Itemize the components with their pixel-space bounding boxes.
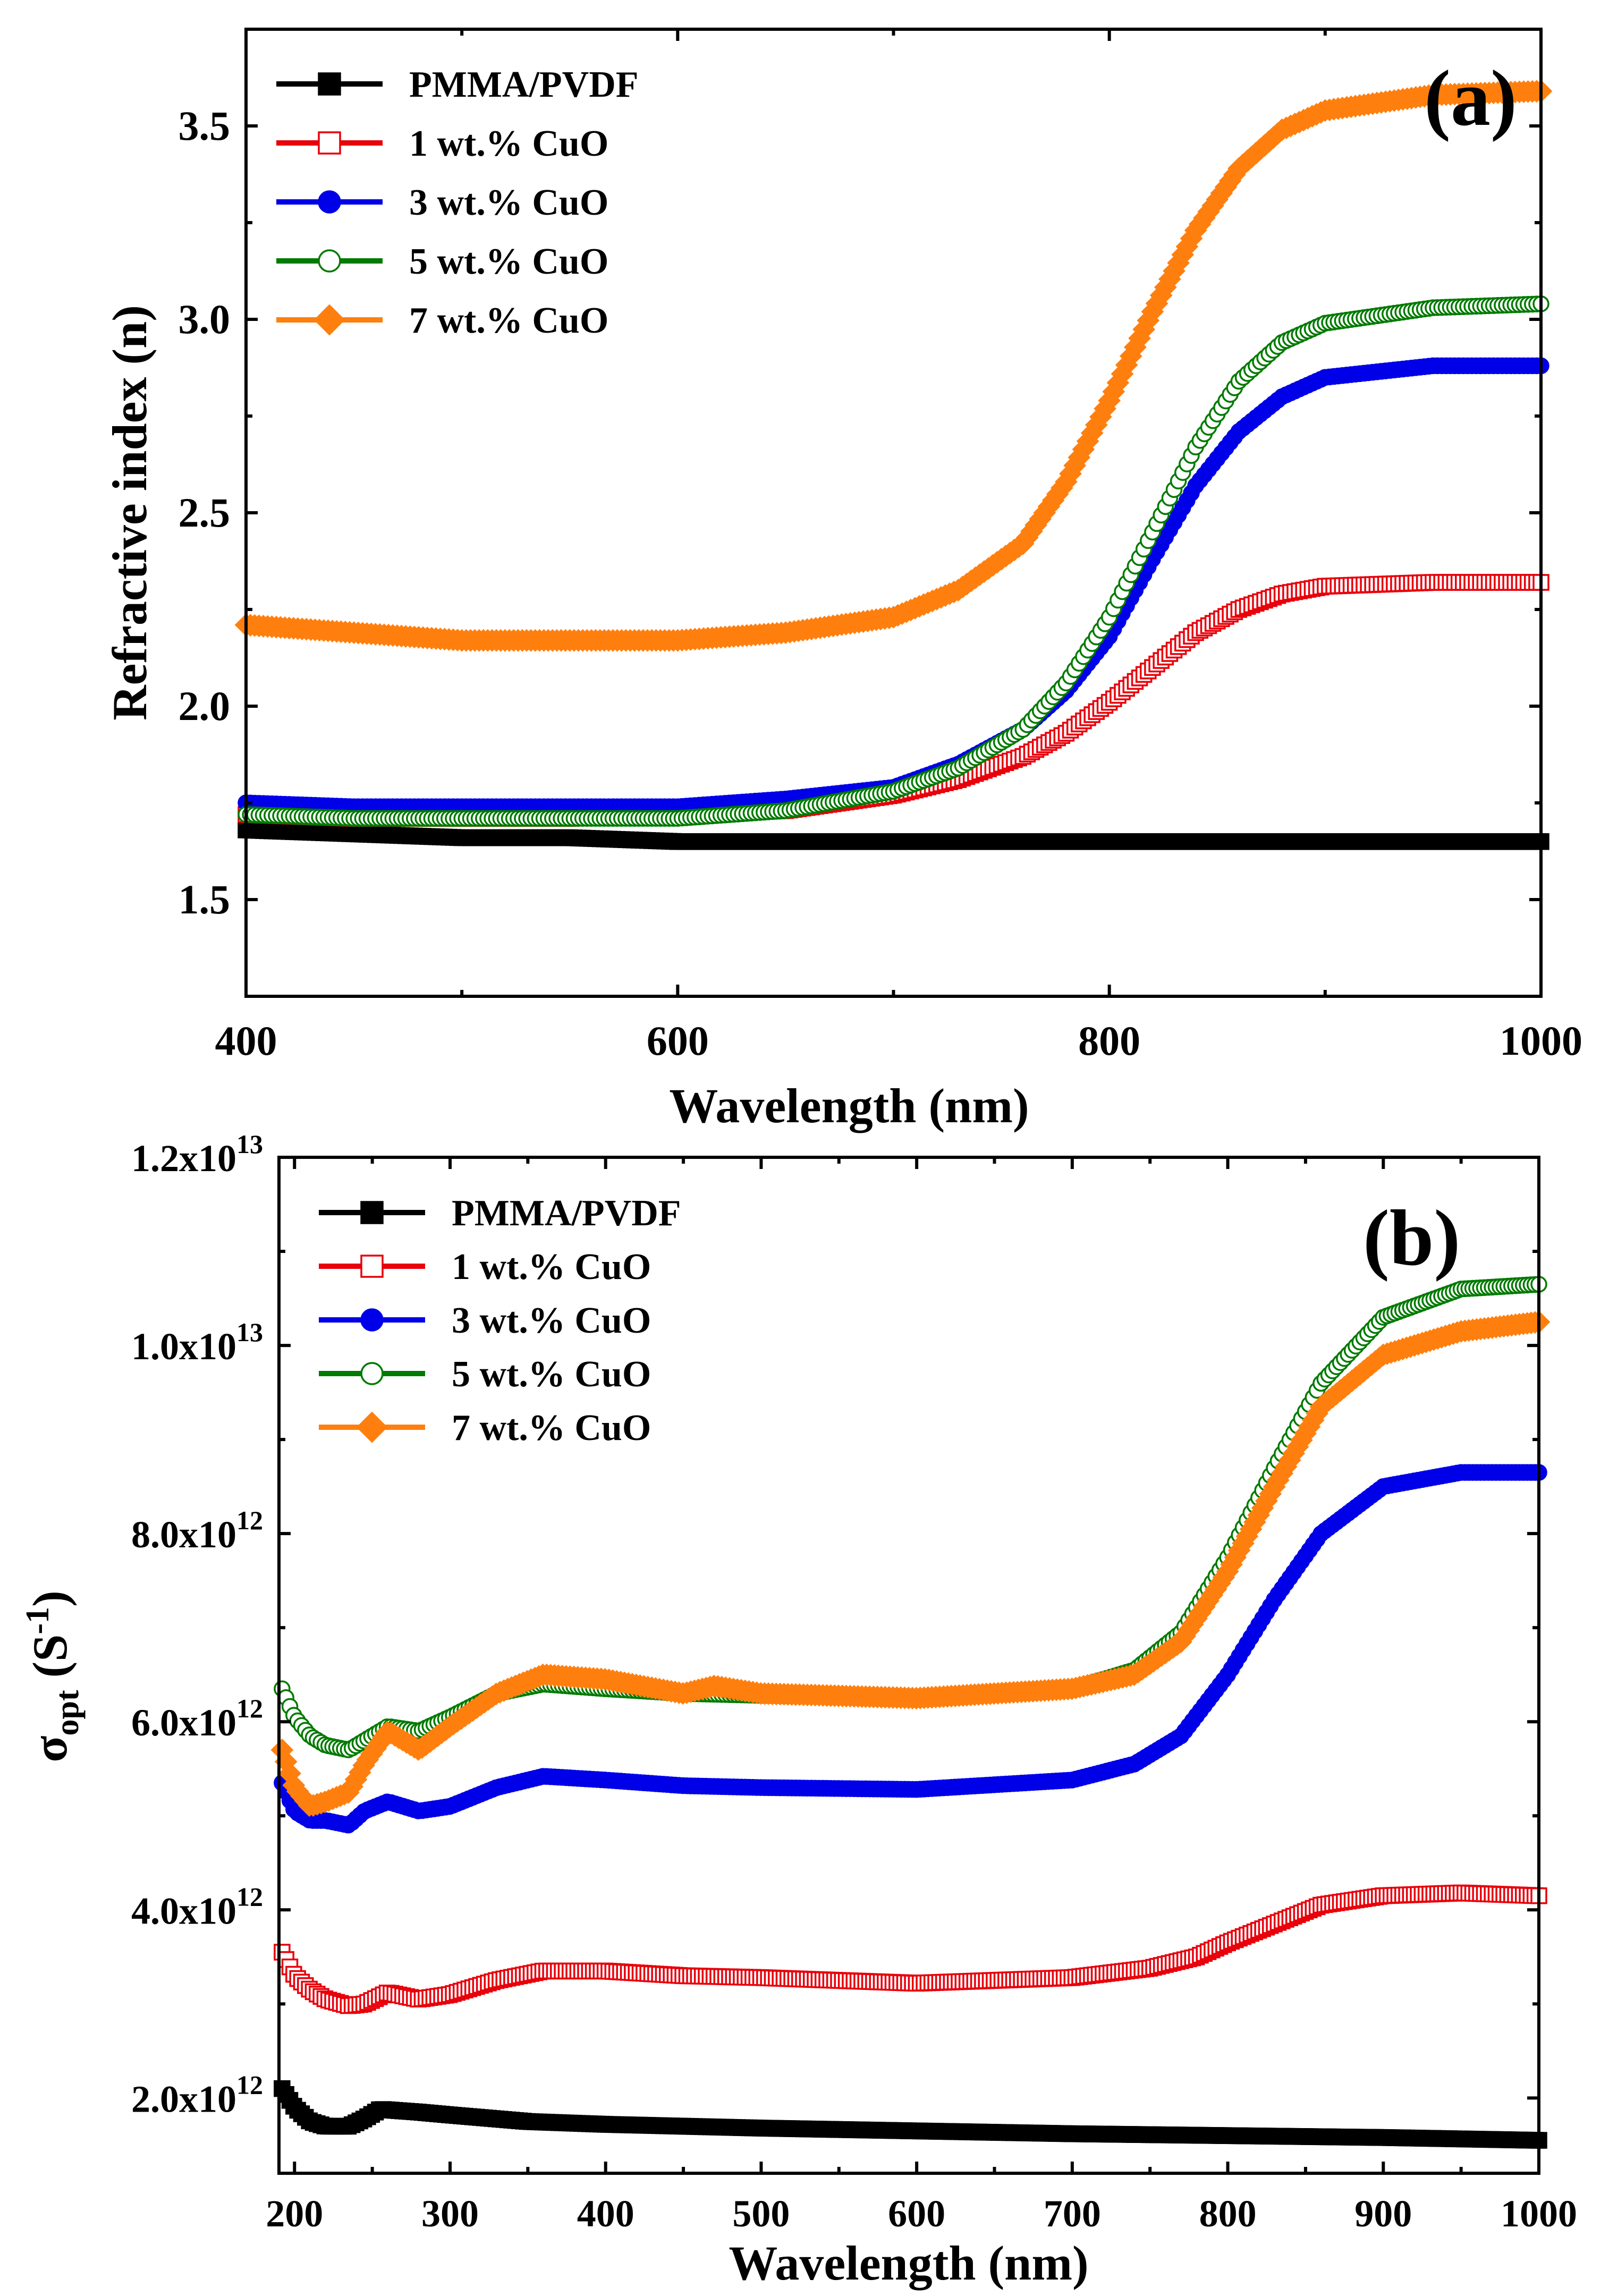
panel-b-ticks: 200 300 400 500 600 700 800 900 10002.0x10124.0x… (131, 1129, 1577, 2235)
panel-b-legend-marker (360, 1308, 384, 1332)
panel-b-series-0 (274, 2080, 1547, 2149)
panel-b-x-tick-label: 300 (421, 2192, 479, 2235)
panel-b-x-tick-label: 600 (888, 2192, 945, 2235)
panel-a-refractive-index-chart: 400 600 800 1000 1.5 2.0 2.5 3.0 3.5 Wavelength … (103, 28, 1582, 1133)
panel-a-y-axis-title: Refractive index (n) (103, 305, 157, 721)
panel-a-legend-label: 1 wt.% CuO (409, 123, 608, 164)
panel-b-y-tick-mantissa: 6.0x10 (131, 1701, 236, 1744)
panel-a-series-3 (238, 295, 1549, 827)
panel-a-legend-item: 3 wt.% CuO (276, 182, 608, 223)
panel-b-y-tick-mantissa: 4.0x10 (131, 1890, 236, 1932)
panel-b-x-axis-title: Wavelength (nm) (729, 2236, 1088, 2290)
panel-a-ticks: 400 600 800 1000 1.5 2.0 2.5 3.0 3.5 (179, 29, 1582, 1064)
panel-a-legend-label: PMMA/PVDF (409, 64, 639, 105)
panel-b-y-tick-exponent: 12 (236, 1882, 263, 1911)
panel-a-legend-item: 7 wt.% CuO (276, 300, 608, 341)
panel-b-series-4 (270, 1310, 1551, 1817)
panel-a-x-tick-label: 400 (215, 1018, 277, 1064)
panel-a-legend-item: 5 wt.% CuO (276, 241, 608, 282)
panel-b-x-tick-label: 900 (1354, 2192, 1412, 2235)
panel-a-series-4 (234, 80, 1553, 652)
panel-b-y-tick-label: 1.2x1013 (131, 1129, 263, 1180)
panel-b-x-tick-label: 200 (266, 2192, 323, 2235)
panel-a-legend-label: 5 wt.% CuO (409, 241, 608, 282)
panel-b-legend-label: 3 wt.% CuO (452, 1300, 651, 1341)
panel-b-y-tick-mantissa: 2.0x10 (131, 2078, 236, 2120)
panel-b-y-tick-label: 1.0x1013 (131, 1317, 263, 1368)
panel-b-series-layer (270, 1276, 1551, 2149)
panel-b-y-tick-exponent: 13 (236, 1129, 263, 1159)
panel-a-plot-frame (244, 28, 1543, 998)
panel-b-legend-item: 7 wt.% CuO (319, 1408, 651, 1448)
panel-b-label: (b) (1363, 1194, 1460, 1282)
panel-b-y-title-sigma: σ (23, 1736, 77, 1763)
panel-b-legend-item: 5 wt.% CuO (319, 1354, 651, 1395)
panel-b-legend-item: 1 wt.% CuO (319, 1247, 651, 1287)
panel-b-optical-conductivity-chart: 200 300 400 500 600 700 800 900 10002.0x10124.0x… (20, 1129, 1577, 2290)
panel-b-y-title-superscript: -1 (20, 1607, 56, 1634)
panel-b-x-tick-label: 500 (732, 2192, 790, 2235)
panel-b-y-tick-exponent: 13 (236, 1317, 263, 1347)
panel-a-y-tick-label: 2.5 (179, 489, 231, 536)
panel-b-x-tick-label: 800 (1199, 2192, 1257, 2235)
panel-a-legend-item: 1 wt.% CuO (276, 123, 608, 164)
panel-b-legend-label: 5 wt.% CuO (452, 1354, 651, 1395)
panel-b-y-tick-exponent: 12 (236, 1505, 263, 1535)
panel-b-y-title-unit: (S (23, 1634, 77, 1690)
panel-b-x-tick-label: 700 (1044, 2192, 1101, 2235)
panel-b-legend: PMMA/PVDF 1 wt.% CuO 3 wt.% CuO 5 wt.% CuO 7… (319, 1193, 681, 1448)
panel-b-y-tick-label: 4.0x1012 (131, 1882, 263, 1932)
panel-a-legend-marker (318, 72, 341, 96)
panel-b-legend-item: PMMA/PVDF (319, 1193, 681, 1234)
panel-b-y-tick-exponent: 12 (236, 2070, 263, 2099)
panel-b-y-tick-mantissa: 8.0x10 (131, 1513, 236, 1556)
panel-a-legend-marker (318, 131, 341, 155)
panel-b-legend-item: 3 wt.% CuO (319, 1300, 651, 1341)
panel-b-series-1 (274, 1884, 1547, 2014)
panel-a-legend: PMMA/PVDF 1 wt.% CuO 3 wt.% CuO 5 wt.% CuO 7… (276, 64, 639, 341)
panel-b-legend-label: 1 wt.% CuO (452, 1247, 651, 1287)
panel-b-legend-label: 7 wt.% CuO (452, 1408, 651, 1448)
panel-b-plot-frame (277, 1156, 1540, 2175)
panel-b-y-tick-label: 2.0x1012 (131, 2070, 263, 2120)
panel-a-legend-marker (318, 249, 341, 273)
panel-b-y-title-subscript: opt (49, 1690, 86, 1735)
panel-a-legend-label: 7 wt.% CuO (409, 300, 608, 341)
panel-b-y-tick-mantissa: 1.0x10 (131, 1325, 236, 1368)
panel-b-y-axis-title: σopt (S-1) (20, 1590, 86, 1762)
panel-a-legend-marker (318, 190, 341, 214)
panel-b-x-tick-label: 1000 (1501, 2192, 1577, 2235)
panel-a-x-axis-title: Wavelength (nm) (669, 1079, 1029, 1133)
panel-b-series-2 (274, 1464, 1547, 1834)
panel-a-y-tick-label: 3.5 (179, 103, 231, 149)
panel-a-x-tick-label: 600 (647, 1018, 709, 1064)
panel-a-y-tick-label: 3.0 (179, 296, 231, 342)
panel-a-series-layer (234, 80, 1553, 850)
panel-a-y-tick-label: 1.5 (179, 876, 231, 922)
panel-a-x-tick-label: 1000 (1500, 1018, 1582, 1064)
panel-a-series-0 (238, 821, 1549, 850)
panel-b-legend-marker (356, 1411, 388, 1443)
panel-a-legend-marker (314, 304, 345, 336)
panel-b-y-tick-exponent: 12 (236, 1693, 263, 1723)
panel-a-legend-item: PMMA/PVDF (276, 64, 639, 105)
panel-a-series-4-line (245, 88, 1542, 644)
panel-a-y-tick-label: 2.0 (179, 683, 231, 729)
panel-b-series-2-line (279, 1469, 1539, 1828)
panel-b-legend-label: PMMA/PVDF (452, 1193, 681, 1234)
panel-b-y-tick-label: 6.0x1012 (131, 1693, 263, 1744)
panel-b-legend-marker (360, 1201, 384, 1224)
panel-b-y-tick-mantissa: 1.2x10 (131, 1137, 236, 1180)
panel-b-x-tick-label: 400 (577, 2192, 634, 2235)
panel-a-legend-label: 3 wt.% CuO (409, 182, 608, 223)
panel-b-y-tick-label: 8.0x1012 (131, 1505, 263, 1556)
panel-b-legend-marker (360, 1255, 384, 1278)
panel-a-x-tick-label: 800 (1078, 1018, 1140, 1064)
panel-b-legend-marker (360, 1362, 384, 1385)
panel-a-label: (a) (1424, 54, 1517, 142)
panel-b-y-title-close: ) (23, 1590, 77, 1607)
